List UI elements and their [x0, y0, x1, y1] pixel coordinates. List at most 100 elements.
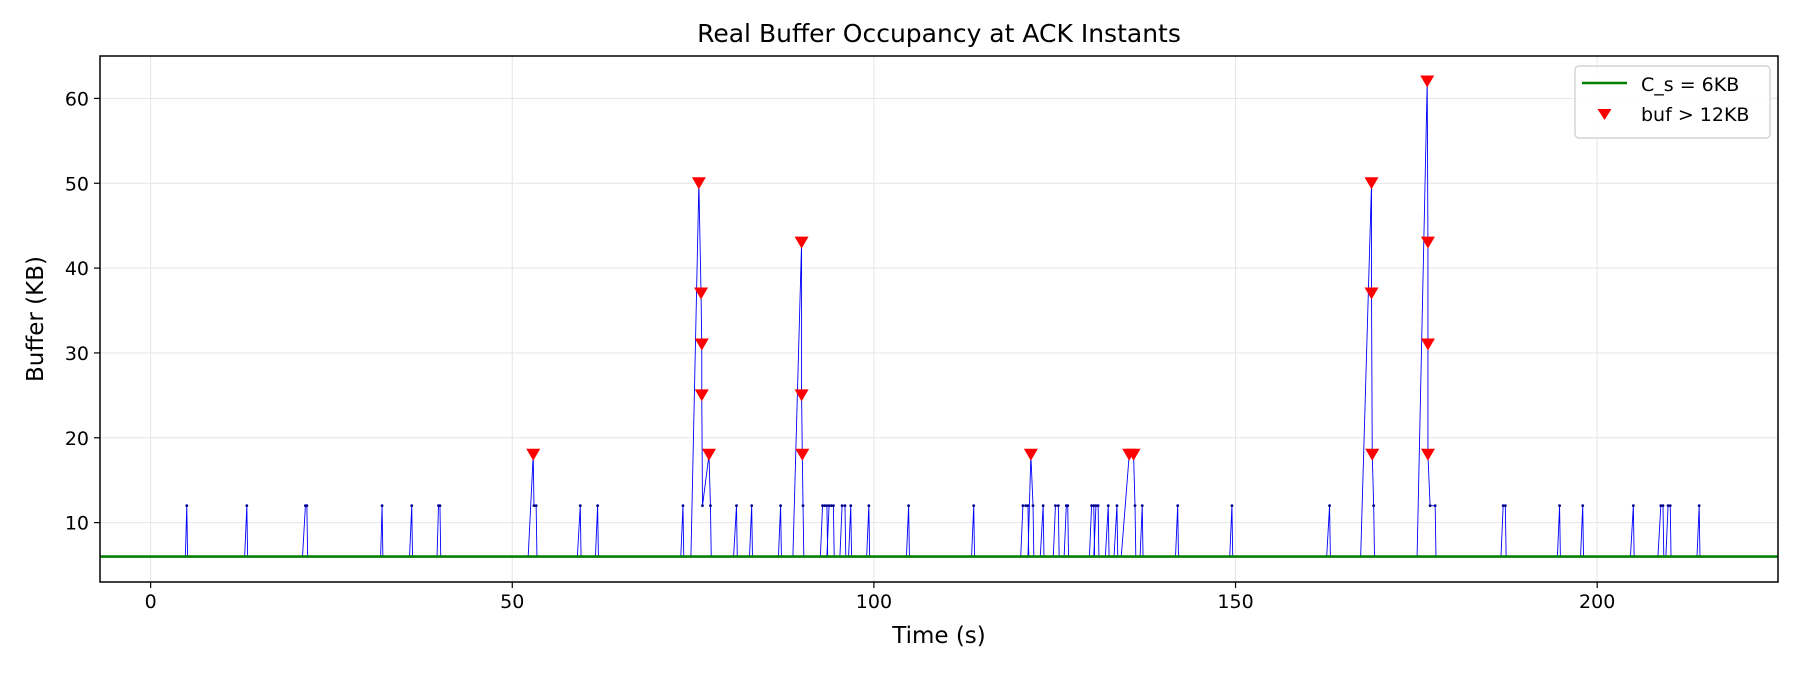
buffer-spike: [436, 505, 442, 557]
ack-point: [829, 504, 833, 508]
ack-point: [779, 504, 783, 508]
buffer-spike: [244, 505, 249, 557]
ack-point: [1428, 504, 1432, 508]
ack-point: [596, 504, 600, 508]
buffer-spike: [839, 505, 847, 557]
overflow-marker: [691, 177, 706, 190]
ack-point: [438, 504, 442, 508]
ack-point: [1631, 504, 1635, 508]
ack-point: [1026, 504, 1030, 508]
ack-point: [305, 504, 309, 508]
y-tick-label: 60: [65, 88, 89, 110]
buffer-spike: [594, 505, 599, 557]
buffer-spike: [848, 505, 853, 557]
buffer-spike: [1104, 505, 1110, 557]
overflow-marker: [795, 448, 810, 461]
ack-point: [750, 504, 754, 508]
buffer-spike: [792, 242, 805, 557]
buffer-spike: [1360, 183, 1375, 557]
overflow-marker: [694, 338, 709, 351]
grid-layer: [100, 56, 1778, 582]
ack-point: [1096, 504, 1100, 508]
buffer-spike: [1500, 505, 1507, 557]
ack-point: [1328, 504, 1331, 508]
buffer-spike: [1093, 505, 1100, 557]
ack-point: [1140, 504, 1144, 508]
ack-point: [1066, 504, 1070, 508]
ack-point: [1501, 504, 1505, 508]
buffer-spike: [409, 505, 413, 557]
ack-point: [1090, 504, 1094, 508]
buffer-spike: [1657, 505, 1665, 557]
x-tick-label: 200: [1579, 591, 1615, 613]
legend-marker-swatch: [1597, 109, 1612, 120]
x-tick-label: 0: [145, 591, 157, 613]
buffer-spike: [184, 505, 189, 557]
overflow-marker: [694, 389, 709, 402]
buffer-spike: [576, 505, 582, 557]
ack-point: [801, 504, 805, 508]
ack-point: [1558, 504, 1561, 508]
x-tick-label: 150: [1217, 591, 1253, 613]
overflow-marker: [1420, 338, 1435, 351]
ack-point: [1433, 504, 1437, 508]
buffer-spike: [1175, 505, 1179, 557]
buffer-spike: [1113, 505, 1119, 557]
ack-point: [1031, 504, 1035, 508]
buffer-spike: [680, 505, 685, 557]
ack-point: [185, 504, 189, 508]
marker-layer: [526, 75, 1435, 461]
overflow-marker: [1364, 287, 1379, 300]
y-tick-label: 50: [65, 173, 89, 195]
ack-point: [827, 504, 831, 508]
buffer-spike: [749, 505, 753, 557]
x-axis-label: Time (s): [891, 623, 986, 649]
buffer-spike: [1556, 505, 1561, 557]
ack-point: [849, 504, 853, 508]
ack-point: [832, 504, 835, 508]
overflow-marker: [526, 448, 541, 461]
ack-point: [821, 504, 824, 508]
buffer-spike: [1020, 505, 1030, 557]
ack-point: [701, 504, 704, 508]
ack-point: [534, 504, 538, 508]
ack-point: [825, 504, 829, 508]
ack-point: [1094, 504, 1098, 508]
ack-point: [578, 504, 582, 508]
ack-point: [1661, 504, 1665, 508]
ack-point: [380, 504, 384, 508]
overflow-marker: [1420, 236, 1435, 249]
buffer-spike: [380, 505, 384, 557]
ack-point: [410, 504, 414, 508]
ack-point: [1041, 504, 1045, 508]
ack-point: [1024, 504, 1028, 508]
buffer-spike: [906, 505, 910, 557]
buffer-spike: [866, 505, 871, 557]
buffer-spike: [1027, 454, 1035, 557]
ack-point: [1372, 504, 1376, 508]
buffer-spike: [819, 505, 829, 557]
buffer-spike: [1630, 505, 1635, 557]
buffer-spike: [1139, 505, 1144, 557]
overflow-marker: [1420, 75, 1435, 88]
ack-point: [867, 504, 871, 508]
ack-point: [532, 504, 536, 508]
ack-point: [1503, 504, 1507, 508]
buffer-spike: [690, 183, 712, 557]
buffer-spike: [1696, 505, 1701, 557]
ack-point: [1056, 504, 1060, 508]
ack-point: [1115, 504, 1119, 508]
buffer-spike: [302, 505, 309, 557]
ack-point: [1106, 504, 1110, 508]
ack-point: [681, 504, 685, 508]
ack-point: [1581, 504, 1585, 508]
ack-point: [1668, 504, 1672, 508]
chart-title: Real Buffer Occupancy at ACK Instants: [697, 19, 1181, 48]
overflow-marker: [1420, 448, 1435, 461]
tick-layer: 0 50 100 150 200 10 20 30 40 50 60: [65, 88, 1616, 613]
x-tick-label: 50: [500, 591, 524, 613]
ack-point: [907, 504, 911, 508]
ack-point: [972, 504, 976, 508]
buffer-spike: [733, 505, 738, 557]
